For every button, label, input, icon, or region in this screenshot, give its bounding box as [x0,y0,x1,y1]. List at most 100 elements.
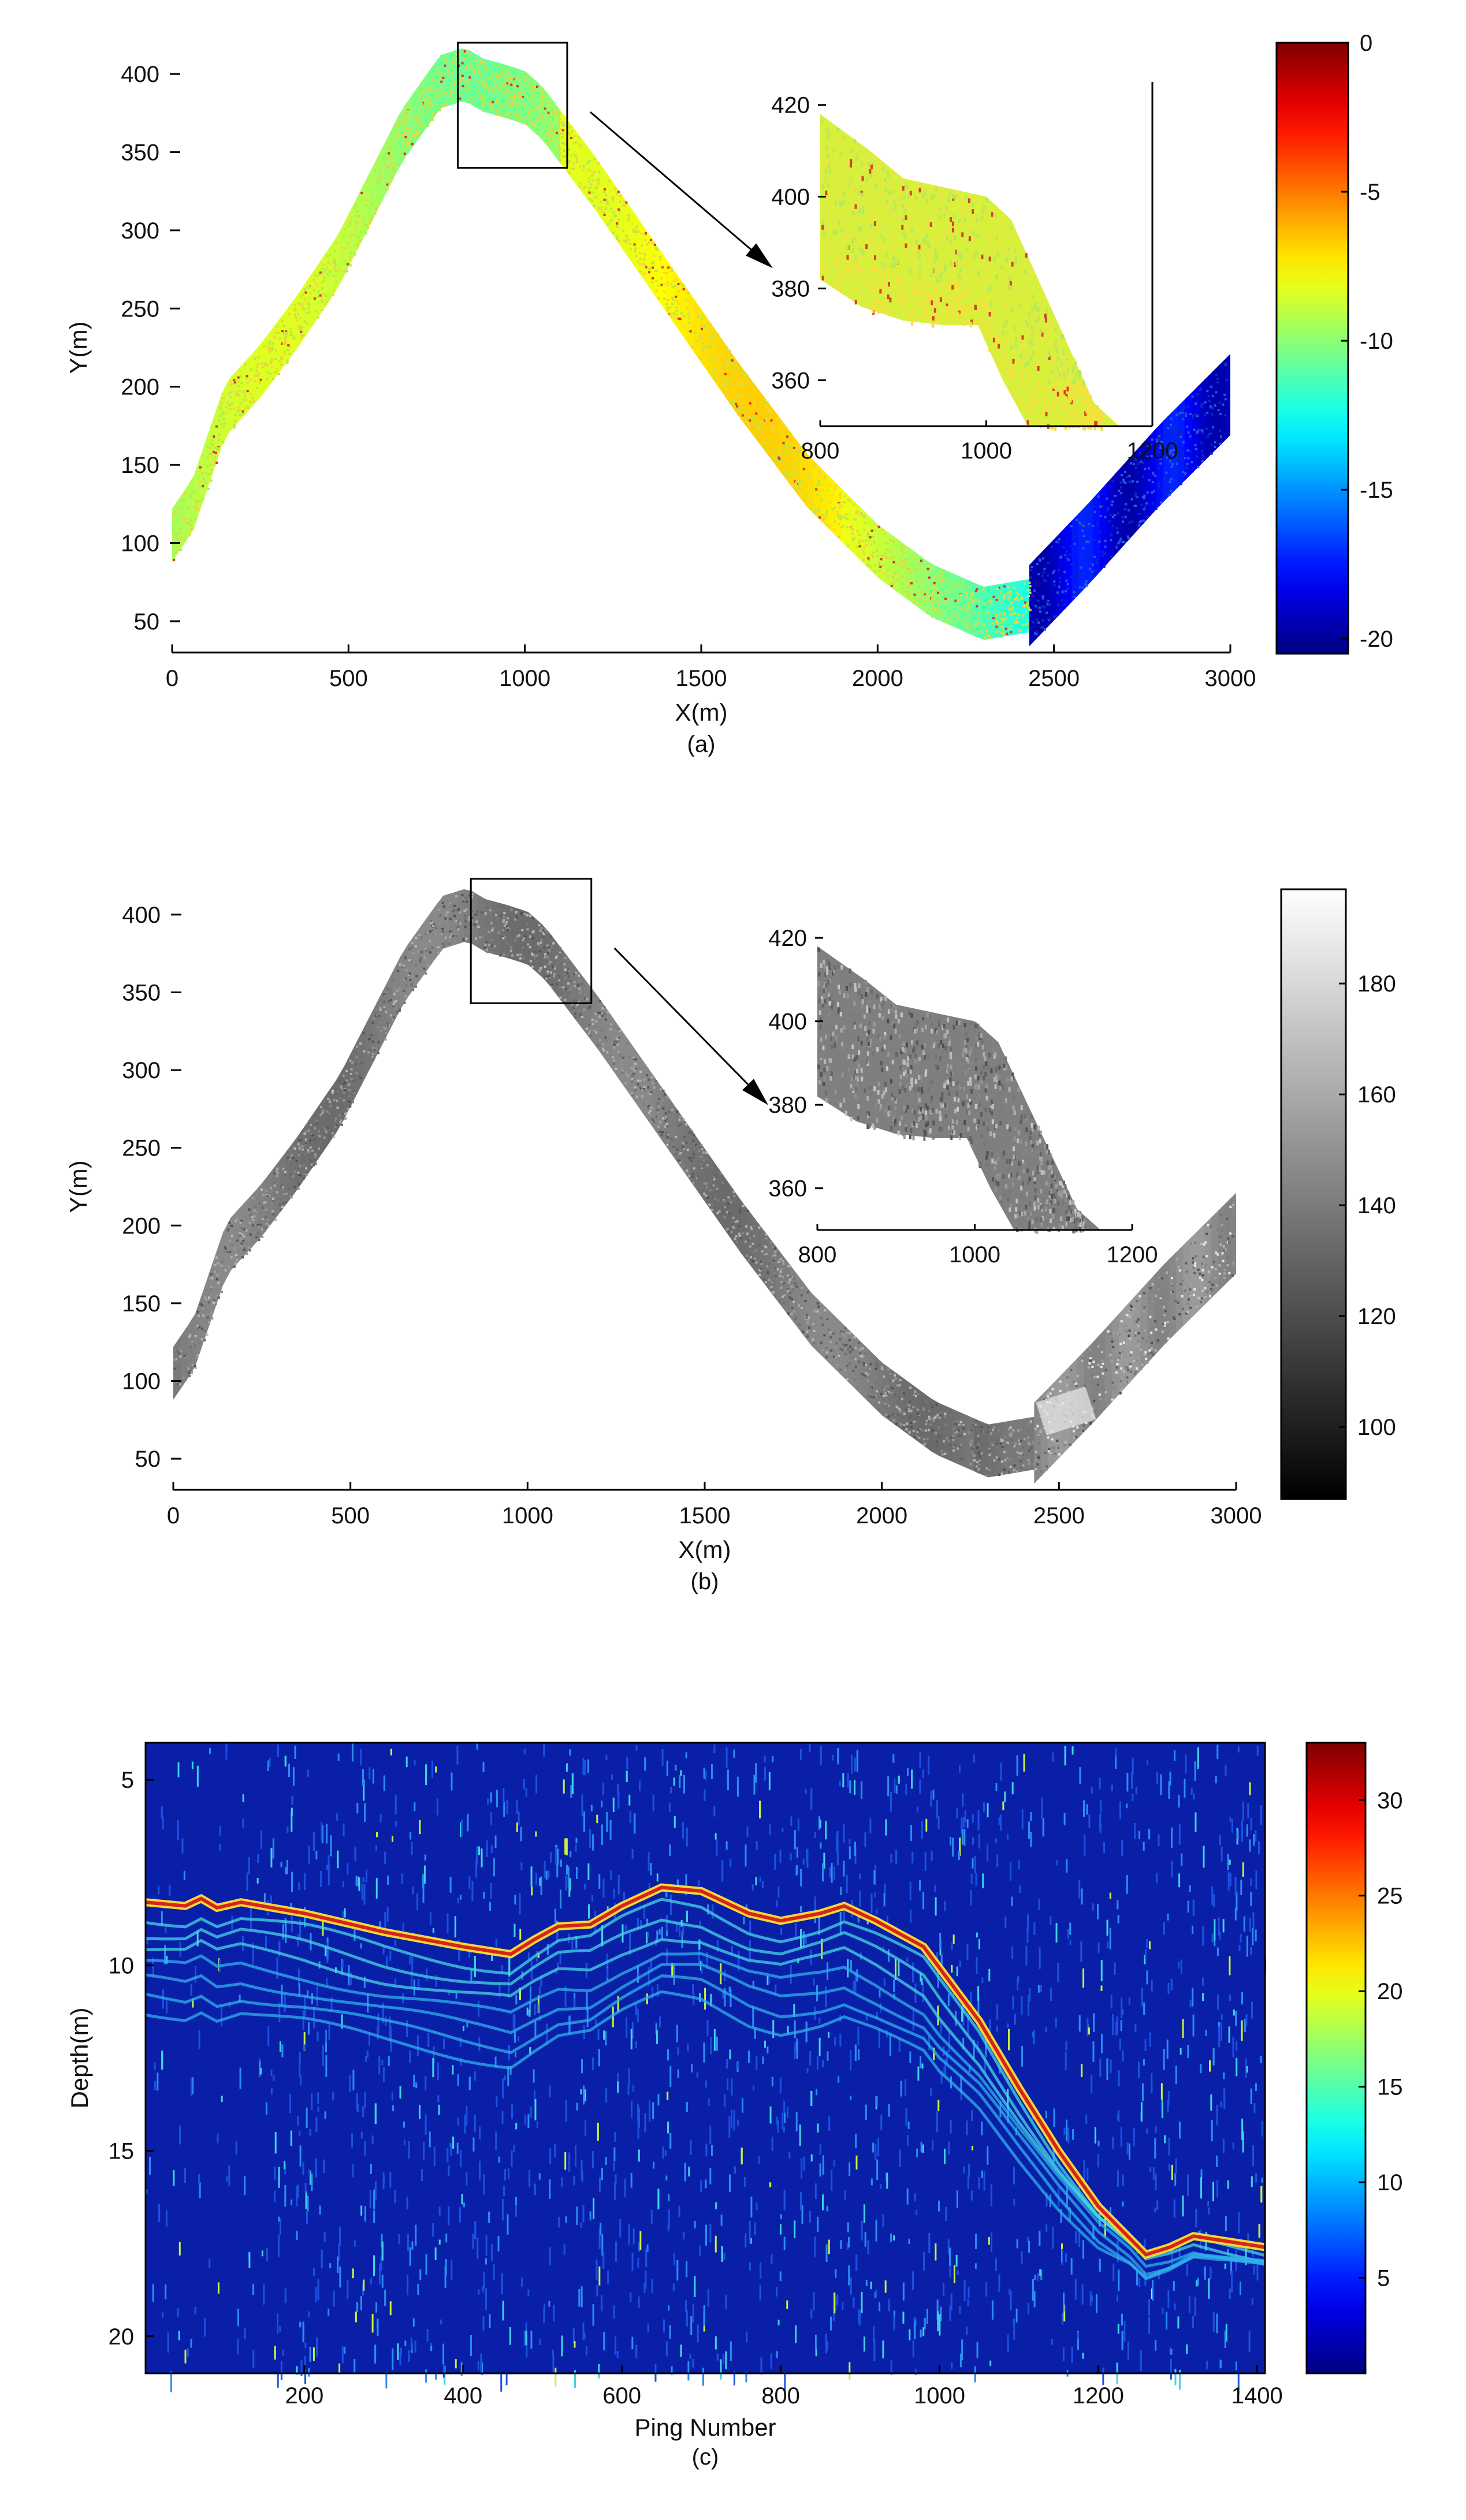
speckle [1026,1440,1029,1442]
inset-speckle [1066,386,1069,392]
speckle [1000,591,1003,594]
speckle [1065,557,1068,560]
inset-speckle [932,316,935,321]
speckle [1088,523,1091,525]
speckle [947,1440,950,1442]
swath-segment [906,545,914,605]
speckle [456,920,459,923]
speckle [420,120,423,123]
speckle [607,180,610,182]
speckle [263,364,266,367]
speckle [865,539,868,542]
inset-speckle [1045,411,1048,416]
speckle [981,1443,984,1446]
speckle [304,1152,307,1155]
speckle [432,79,435,81]
speckle [954,584,957,587]
y-tick-label: 350 [121,140,159,166]
swath-segment [1211,1209,1219,1299]
inset-speckle [821,275,824,281]
speckle [375,178,378,181]
speckle [1211,407,1214,409]
inset-speckle [1002,340,1005,345]
speckle [322,271,325,274]
speckle [218,419,221,422]
speckle [266,1194,269,1197]
inset-speckle [827,153,830,158]
speckle [576,983,579,986]
speckle [323,1100,326,1103]
y-tick-label: 300 [121,218,159,244]
speckle [861,1373,864,1375]
swath-segment [790,1264,798,1328]
speckle [844,1352,847,1355]
speckle [935,1440,938,1443]
speckle [1076,1426,1079,1429]
speckle [1119,1343,1122,1345]
speckle [281,1186,284,1188]
speckle [707,323,710,326]
speckle [570,155,572,158]
speckle [1149,1315,1152,1318]
speckle [259,1223,262,1226]
speckle [978,1459,981,1462]
inset-speckle [872,198,875,203]
speckle [331,1132,334,1135]
speckle [550,100,553,103]
speckle [974,1425,977,1428]
speckle [498,114,501,117]
speckle [323,264,326,267]
speckle [1102,1362,1104,1365]
inset-speckle [922,193,925,199]
inset-speckle [909,315,911,320]
speckle [944,1430,947,1433]
inset-speckle [920,292,923,297]
speckle [1209,405,1212,408]
speckle [343,260,346,263]
speckle [861,539,864,542]
speckle [908,1416,911,1419]
speckle [450,934,453,937]
speckle [941,593,944,596]
speckle [1106,1337,1109,1340]
speckle [188,522,191,525]
speckle [744,411,747,414]
speckle [725,360,728,363]
speckle [627,219,630,222]
speckle [846,517,849,520]
inset-speckle [1065,396,1067,401]
inset-speckle [840,288,843,293]
speckle [271,342,274,345]
speckle [532,121,535,124]
speckle [599,1012,602,1015]
speckle [1125,503,1128,506]
speckle [757,1261,760,1263]
inset-swath [820,114,1119,431]
speckle [1218,1264,1221,1267]
speckle [806,1335,809,1338]
speckle [1111,1398,1114,1401]
speckle [637,1079,639,1082]
speckle [843,501,846,504]
speckle [1015,597,1018,599]
colorbar-tick-label: 0 [1360,31,1372,56]
speckle [725,383,728,386]
speckle [972,1452,974,1455]
speckle [1072,564,1075,566]
inset-speckle [821,167,824,173]
speckle [901,1397,903,1400]
inset-speckle [920,301,922,306]
speckle [1147,1355,1149,1358]
speckle [280,356,282,359]
speckle [1188,1284,1190,1287]
speckle [514,939,516,942]
inset-speckle [985,330,988,335]
speckle [241,410,244,413]
inset-speckle [1037,366,1040,371]
speckle [950,1436,953,1439]
speckle [1119,1392,1122,1395]
swath-segment [842,489,850,550]
speckle [1003,1468,1006,1471]
inset-speckle [1080,416,1082,422]
swath-segment [1191,385,1200,474]
